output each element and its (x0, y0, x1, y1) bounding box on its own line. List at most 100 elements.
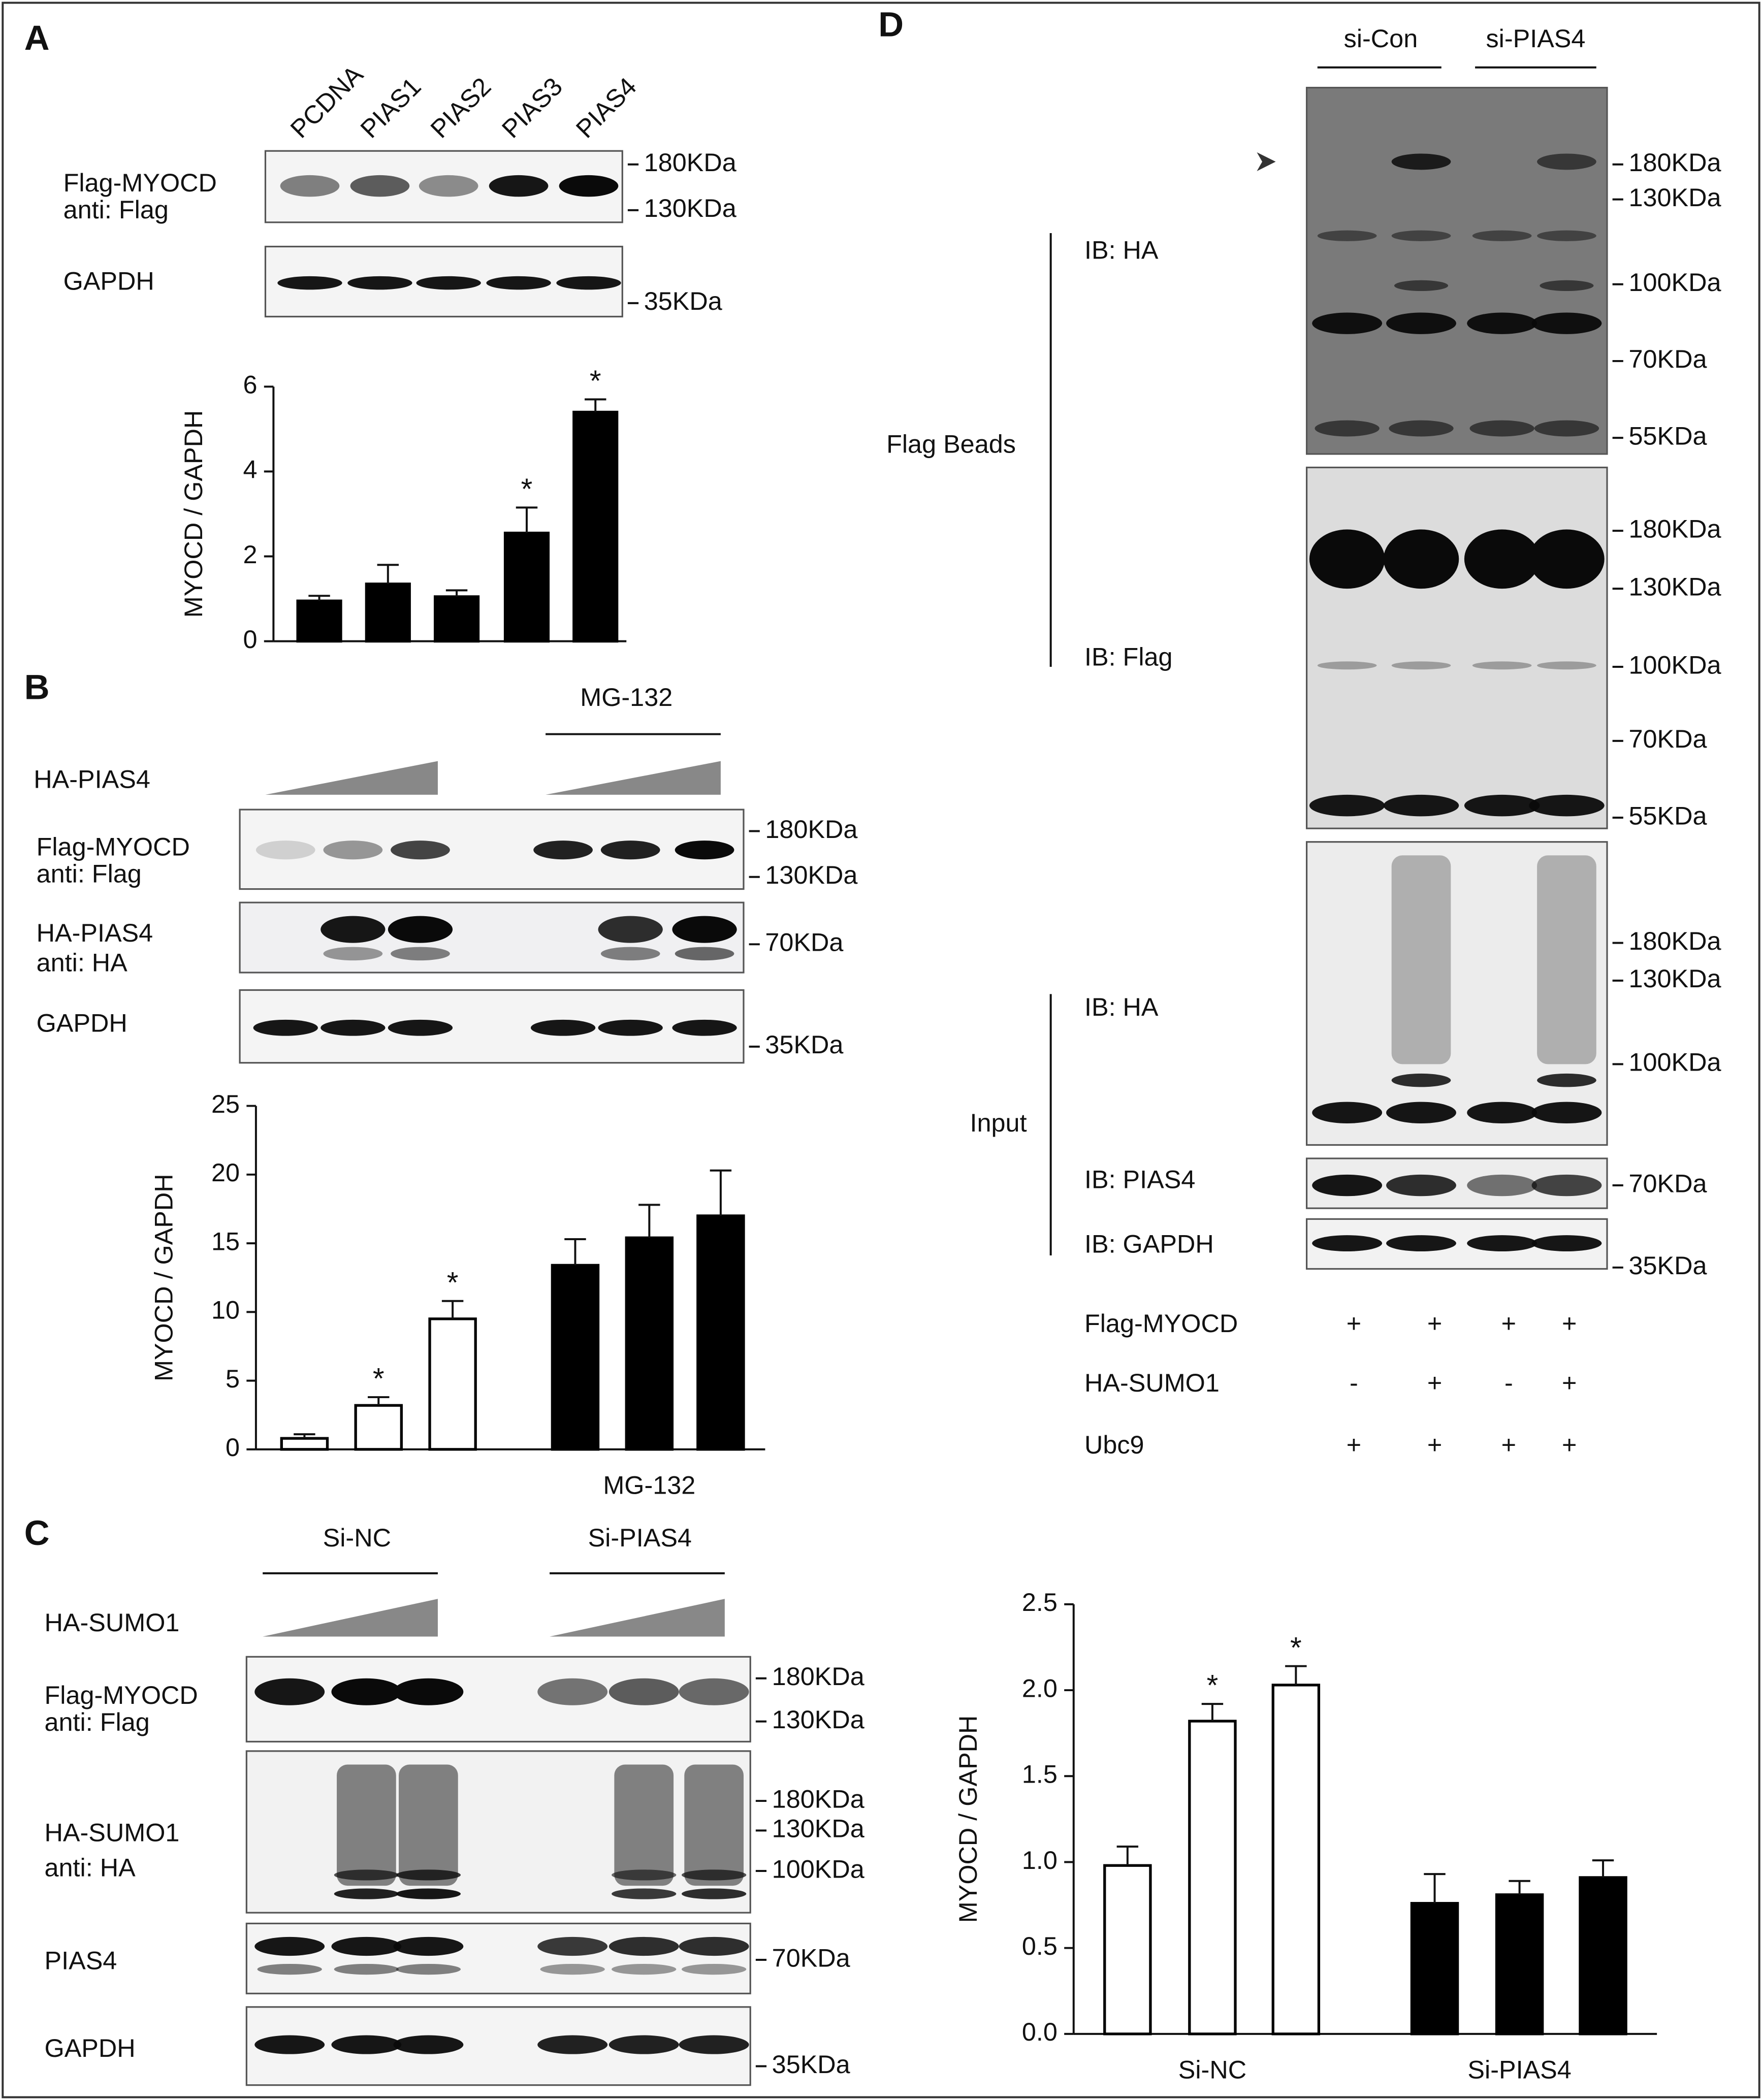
blot-band (600, 947, 660, 961)
blot-band (1534, 420, 1599, 437)
blot-band (1472, 661, 1532, 670)
condition-sign: + (1427, 1309, 1442, 1338)
blot-smear (399, 1764, 458, 1886)
blot-membrane (245, 1750, 751, 1914)
blot-membrane (1305, 841, 1608, 1146)
marker-label: 100KDa (772, 1854, 865, 1883)
blot-band (350, 175, 410, 197)
bar (1579, 1876, 1627, 2036)
marker-label: 130KDa (765, 860, 858, 889)
blot-band (1312, 1102, 1383, 1124)
blot-band (1312, 1235, 1383, 1251)
group-label: Si-NC (323, 1523, 391, 1552)
y-axis-label: MYOCD / GAPDH (953, 1716, 982, 1923)
marker-label: 35KDa (765, 1030, 844, 1059)
blot-band (486, 276, 551, 290)
blot-band (334, 1963, 399, 1975)
blot-label: HA-SUMO1 (45, 1818, 180, 1847)
marker-label: 70KDa (1628, 724, 1707, 753)
blot-band (679, 1678, 749, 1705)
blot-label: anti: Flag (45, 1707, 150, 1736)
blot-band (280, 175, 340, 197)
blot-label: anti: HA (37, 948, 128, 977)
blot-band (675, 947, 734, 961)
blot-band (321, 916, 386, 943)
section-label: Input (970, 1108, 1027, 1137)
condition-sign: + (1427, 1368, 1442, 1397)
condition-label: Flag-MYOCD (1084, 1309, 1238, 1338)
blot-membrane (245, 1922, 751, 1994)
blot-band (600, 841, 660, 860)
blot-smear (684, 1764, 744, 1886)
blot-membrane (1305, 86, 1608, 455)
blot-band (416, 276, 481, 290)
blot-band (608, 1936, 679, 1956)
panel-label: B (24, 667, 50, 706)
blot-band (675, 841, 734, 860)
marker-label: 70KDa (765, 928, 844, 957)
significance-mark: * (521, 473, 533, 506)
significance-mark: * (447, 1266, 459, 1299)
blot-band (419, 175, 478, 197)
blot-label: Flag-MYOCD (45, 1681, 198, 1709)
group-label: Si-NC (1178, 2055, 1246, 2084)
blot-band (277, 276, 342, 290)
group-label: si-Con (1344, 24, 1418, 53)
blot-band (598, 916, 663, 943)
blot-label: PIAS4 (45, 1946, 117, 1975)
blot-band (1537, 661, 1596, 670)
blot-band (1467, 1174, 1537, 1197)
y-tick-label: 2 (243, 540, 258, 569)
y-tick-label: 0 (243, 625, 258, 654)
blot-band (1531, 1174, 1602, 1197)
blot-band (388, 916, 453, 943)
blot-band (537, 1936, 608, 1956)
blot-band (253, 1019, 318, 1036)
titration-label: HA-SUMO1 (45, 1608, 180, 1637)
y-tick-label: 0.0 (1022, 2017, 1058, 2046)
blot-band (598, 1019, 663, 1036)
blot-band (254, 1936, 325, 1956)
blot-band (608, 2035, 679, 2054)
panel-label: C (24, 1513, 50, 1553)
titration-wedge (263, 1599, 438, 1637)
bar (296, 599, 342, 643)
blot-band (1391, 153, 1451, 170)
blot-label: GAPDH (63, 266, 154, 295)
group-label: MG-132 (603, 1470, 695, 1499)
blot-band (1467, 1235, 1537, 1251)
bar (354, 1404, 403, 1451)
blot-smear (337, 1764, 396, 1886)
blot-band (1531, 312, 1602, 334)
blot-band (1391, 230, 1451, 241)
marker-label: 35KDa (772, 2050, 851, 2079)
blot-band (559, 175, 619, 197)
blot-band (393, 2035, 464, 2054)
marker-label: 100KDa (1628, 1048, 1721, 1077)
blot-band (1531, 1235, 1602, 1251)
y-tick-label: 2.0 (1022, 1673, 1058, 1702)
blot-band (1391, 1073, 1451, 1087)
marker-label: 55KDa (1628, 801, 1707, 830)
blot-band (321, 1019, 386, 1036)
blot-smear (1391, 855, 1451, 1064)
marker-label: 130KDa (772, 1814, 865, 1843)
bar (1188, 1720, 1237, 2036)
titration-wedge (265, 761, 438, 795)
blot-band (331, 1936, 402, 1956)
marker-label: 70KDa (1628, 1169, 1707, 1198)
bar (1271, 1684, 1321, 2036)
blot-membrane (245, 1656, 751, 1742)
blot-band (672, 1019, 737, 1036)
y-tick-label: 6 (243, 370, 258, 399)
marker-label: 35KDa (644, 286, 723, 315)
blot-band (393, 1678, 464, 1705)
y-tick-label: 15 (211, 1226, 240, 1255)
blot-band (331, 1678, 402, 1705)
blot-band (1467, 312, 1537, 334)
blot-band (1309, 794, 1385, 817)
blot-band (1469, 420, 1534, 437)
bar (365, 583, 411, 643)
blot-band (1537, 153, 1596, 170)
bar (428, 1317, 477, 1451)
